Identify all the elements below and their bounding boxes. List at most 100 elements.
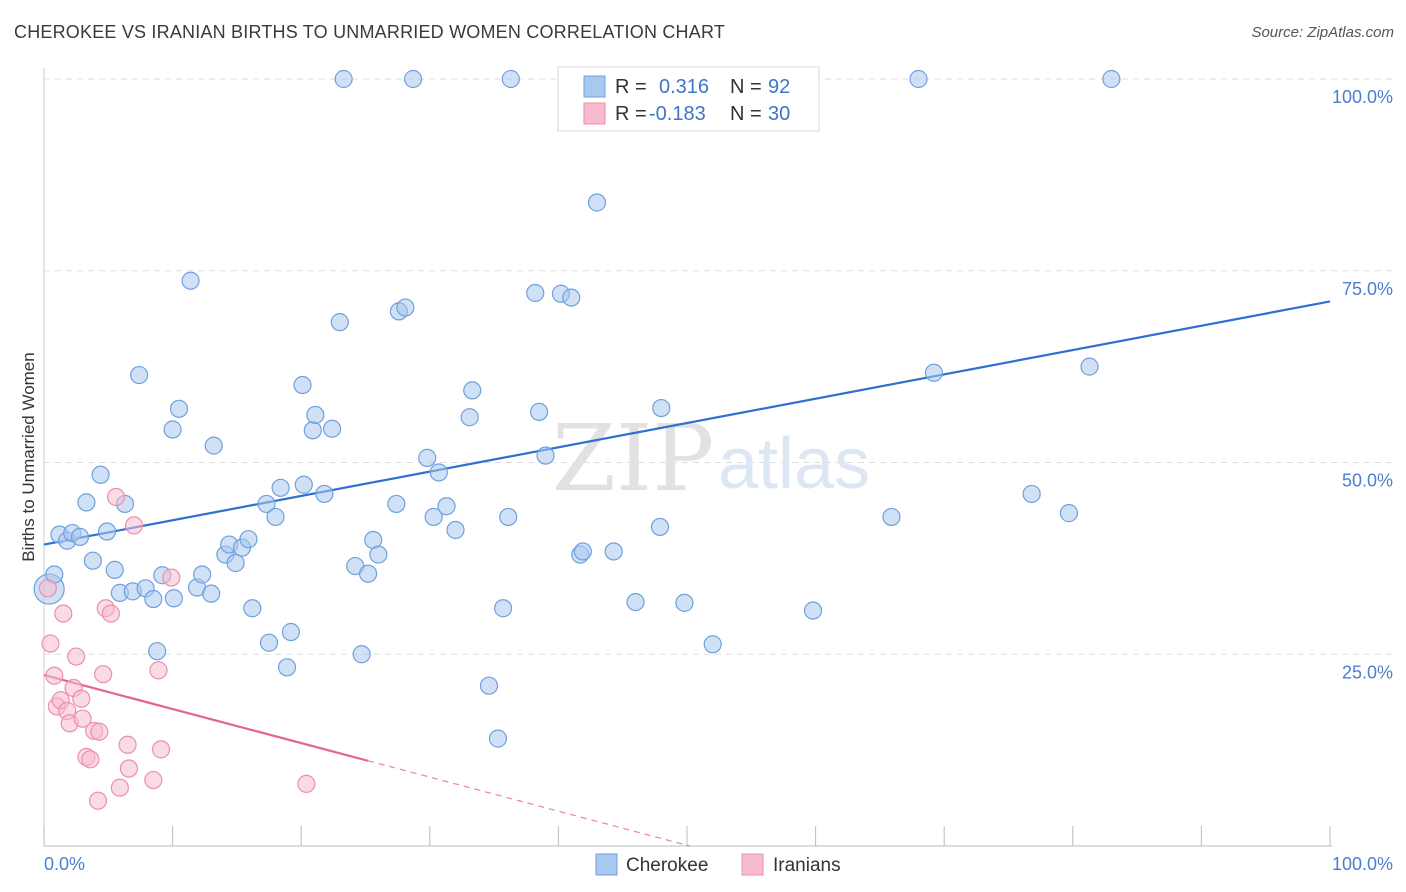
cherokee-point — [243, 599, 262, 618]
cherokee-point — [266, 507, 285, 527]
iranians-point — [94, 665, 113, 684]
y-tick-label-50: 50.0% — [1342, 471, 1393, 491]
cherokee-point — [293, 375, 312, 395]
cherokee-point — [1059, 504, 1079, 523]
cherokee-point — [536, 446, 555, 465]
series-legend-swatch-cherokee — [595, 853, 618, 876]
stats-legend-r-label-cherokee: R = — [615, 76, 647, 98]
cherokee-point — [429, 463, 448, 482]
y-axis-tick-labels: 25.0% 50.0% 75.0% 100.0% — [1332, 87, 1393, 682]
iranians-point — [38, 579, 57, 598]
cherokee-point — [703, 635, 722, 654]
cherokee-point — [494, 599, 513, 618]
cherokee-point — [91, 465, 110, 484]
series-legend-label-cherokee: Cherokee — [626, 855, 708, 876]
iranians-point — [144, 770, 163, 790]
series-legend-label-iranians: Iranians — [773, 855, 841, 876]
cherokee-point — [446, 520, 465, 540]
iranians-point — [162, 568, 181, 587]
cherokee-point — [334, 69, 353, 89]
stats-legend: R = 0.316 N = 92 R = -0.183 N = 30 — [557, 66, 820, 132]
cherokee-point — [604, 542, 623, 561]
iranians-point — [118, 735, 137, 754]
iranians-point — [73, 709, 92, 728]
cherokee-point — [77, 493, 96, 512]
stats-legend-n-value-cherokee: 92 — [768, 76, 790, 98]
stats-legend-swatch-iranians — [583, 102, 606, 125]
cherokee-point — [322, 419, 342, 438]
cherokee-point — [181, 271, 200, 290]
iranians-point — [41, 634, 60, 653]
cherokee-point — [148, 642, 167, 661]
cherokee-point — [97, 522, 117, 541]
cherokee-point — [105, 560, 124, 579]
iranians-point — [110, 778, 129, 797]
cherokee-point — [573, 542, 592, 561]
iranians-points — [38, 487, 316, 810]
cherokee-point — [257, 494, 276, 514]
chart-title: CHEROKEE VS IRANIAN BIRTHS TO UNMARRIED … — [14, 22, 726, 42]
y-tick-label-25: 25.0% — [1342, 662, 1393, 682]
trend-line-iranians — [43, 673, 369, 762]
cherokee-points — [33, 69, 1121, 748]
cherokee-point — [882, 507, 901, 527]
cherokee-point — [652, 398, 671, 418]
cherokee-point — [259, 633, 279, 652]
cherokee-point — [437, 497, 456, 516]
cherokee-point — [330, 313, 349, 332]
stats-legend-n-label-cherokee: N = — [730, 76, 762, 98]
cherokee-point — [460, 408, 479, 427]
cherokee-point — [463, 381, 482, 400]
iranians-point — [151, 740, 171, 759]
stats-legend-r-label-iranians: R = — [615, 103, 647, 125]
x-axis-ticks — [43, 826, 1331, 846]
iranians-point — [72, 689, 91, 708]
cherokee-point — [70, 527, 90, 546]
cherokee-point — [501, 69, 520, 89]
cherokee-point — [1102, 69, 1121, 89]
y-tick-label-100: 100.0% — [1332, 87, 1393, 107]
cherokee-point — [526, 283, 545, 303]
iranians-point — [149, 661, 168, 680]
source-credit: Source: ZipAtlas.com — [1251, 24, 1394, 41]
cherokee-point — [277, 658, 297, 677]
cherokee-point — [315, 484, 334, 504]
cherokee-point — [130, 365, 149, 385]
stats-legend-swatch-cherokee — [583, 75, 606, 98]
cherokee-point — [271, 478, 290, 497]
grid-lines — [44, 78, 1393, 655]
cherokee-point — [369, 545, 388, 564]
cherokee-point — [163, 420, 182, 439]
series-legend: Cherokee Iranians — [595, 853, 841, 876]
cherokee-point — [530, 402, 549, 421]
cherokee-point — [294, 475, 313, 494]
cherokee-point — [587, 193, 607, 212]
cherokee-point — [352, 645, 371, 664]
cherokee-point — [909, 69, 928, 89]
cherokee-point — [418, 448, 437, 467]
iranians-point — [297, 774, 316, 793]
iranians-point — [101, 604, 120, 623]
cherokee-point — [226, 553, 245, 573]
iranians-point — [88, 791, 108, 810]
cherokee-point — [675, 593, 694, 612]
cherokee-point — [303, 421, 322, 440]
watermark-atlas: atlas — [718, 424, 870, 504]
cherokee-point — [193, 565, 212, 584]
stats-legend-n-label-iranians: N = — [730, 103, 762, 125]
cherokee-point — [169, 399, 189, 418]
stats-legend-n-value-iranians: 30 — [768, 103, 790, 125]
cherokee-point — [83, 551, 102, 570]
series-legend-swatch-iranians — [741, 853, 764, 876]
cherokee-point — [488, 729, 508, 748]
cherokee-point — [924, 363, 944, 382]
watermark: ZIP atlas — [552, 405, 870, 512]
cherokee-point — [1022, 484, 1041, 504]
cherokee-point — [803, 601, 823, 620]
cherokee-point — [358, 564, 378, 583]
cherokee-point — [387, 494, 406, 514]
cherokee-point — [144, 589, 163, 609]
cherokee-point — [306, 405, 325, 425]
cherokee-point — [424, 507, 443, 527]
